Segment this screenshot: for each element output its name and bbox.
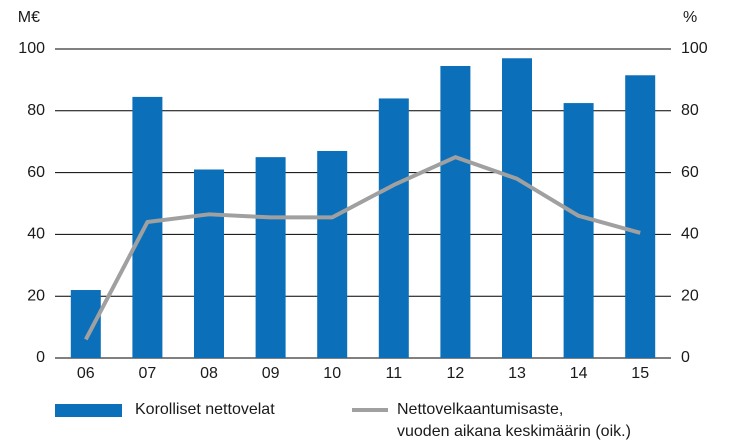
- y2-tick-label: 100: [681, 40, 708, 57]
- y2-tick-label: 40: [681, 226, 699, 243]
- bar: [255, 157, 286, 358]
- y-tick-label: 20: [27, 287, 45, 304]
- y2-unit: %: [683, 9, 697, 26]
- bar: [70, 290, 101, 358]
- legend-label: Nettovelkaantumisaste, vuoden aikana kes…: [397, 401, 631, 440]
- x-tick-label: 15: [631, 365, 649, 382]
- bar: [194, 169, 224, 358]
- x-tick-label: 12: [447, 365, 465, 382]
- y-tick-label: 100: [18, 40, 45, 57]
- bar: [132, 96, 163, 359]
- bar: [378, 98, 409, 358]
- y2-tick-label: 80: [681, 102, 699, 119]
- x-tick-label: 07: [139, 365, 157, 382]
- x-tick-label: 13: [508, 365, 526, 382]
- x-tick-label: 11: [385, 365, 402, 382]
- x-tick-label: 06: [77, 365, 95, 382]
- bar: [502, 58, 532, 359]
- x-tick-label: 14: [570, 365, 588, 382]
- bar: [563, 103, 594, 358]
- y2-tick-label: 20: [681, 287, 699, 304]
- x-tick-label: 08: [200, 365, 218, 382]
- y-tick-label: 0: [36, 349, 45, 366]
- y2-tick-label: 60: [681, 164, 699, 181]
- bar: [317, 150, 348, 358]
- y-tick-label: 40: [27, 226, 45, 243]
- x-tick-label: 09: [262, 365, 280, 382]
- line: [84, 155, 641, 341]
- legend-swatch: [55, 404, 122, 417]
- y-tick-label: 80: [27, 102, 45, 119]
- bar: [625, 75, 656, 358]
- x-tick-label: 10: [323, 365, 341, 382]
- legend-label: Korolliset nettovelat: [135, 401, 275, 418]
- y-tick-label: 60: [27, 164, 45, 181]
- y2-tick-label: 0: [681, 349, 690, 366]
- bar: [440, 65, 471, 359]
- y-unit: M€: [18, 9, 40, 26]
